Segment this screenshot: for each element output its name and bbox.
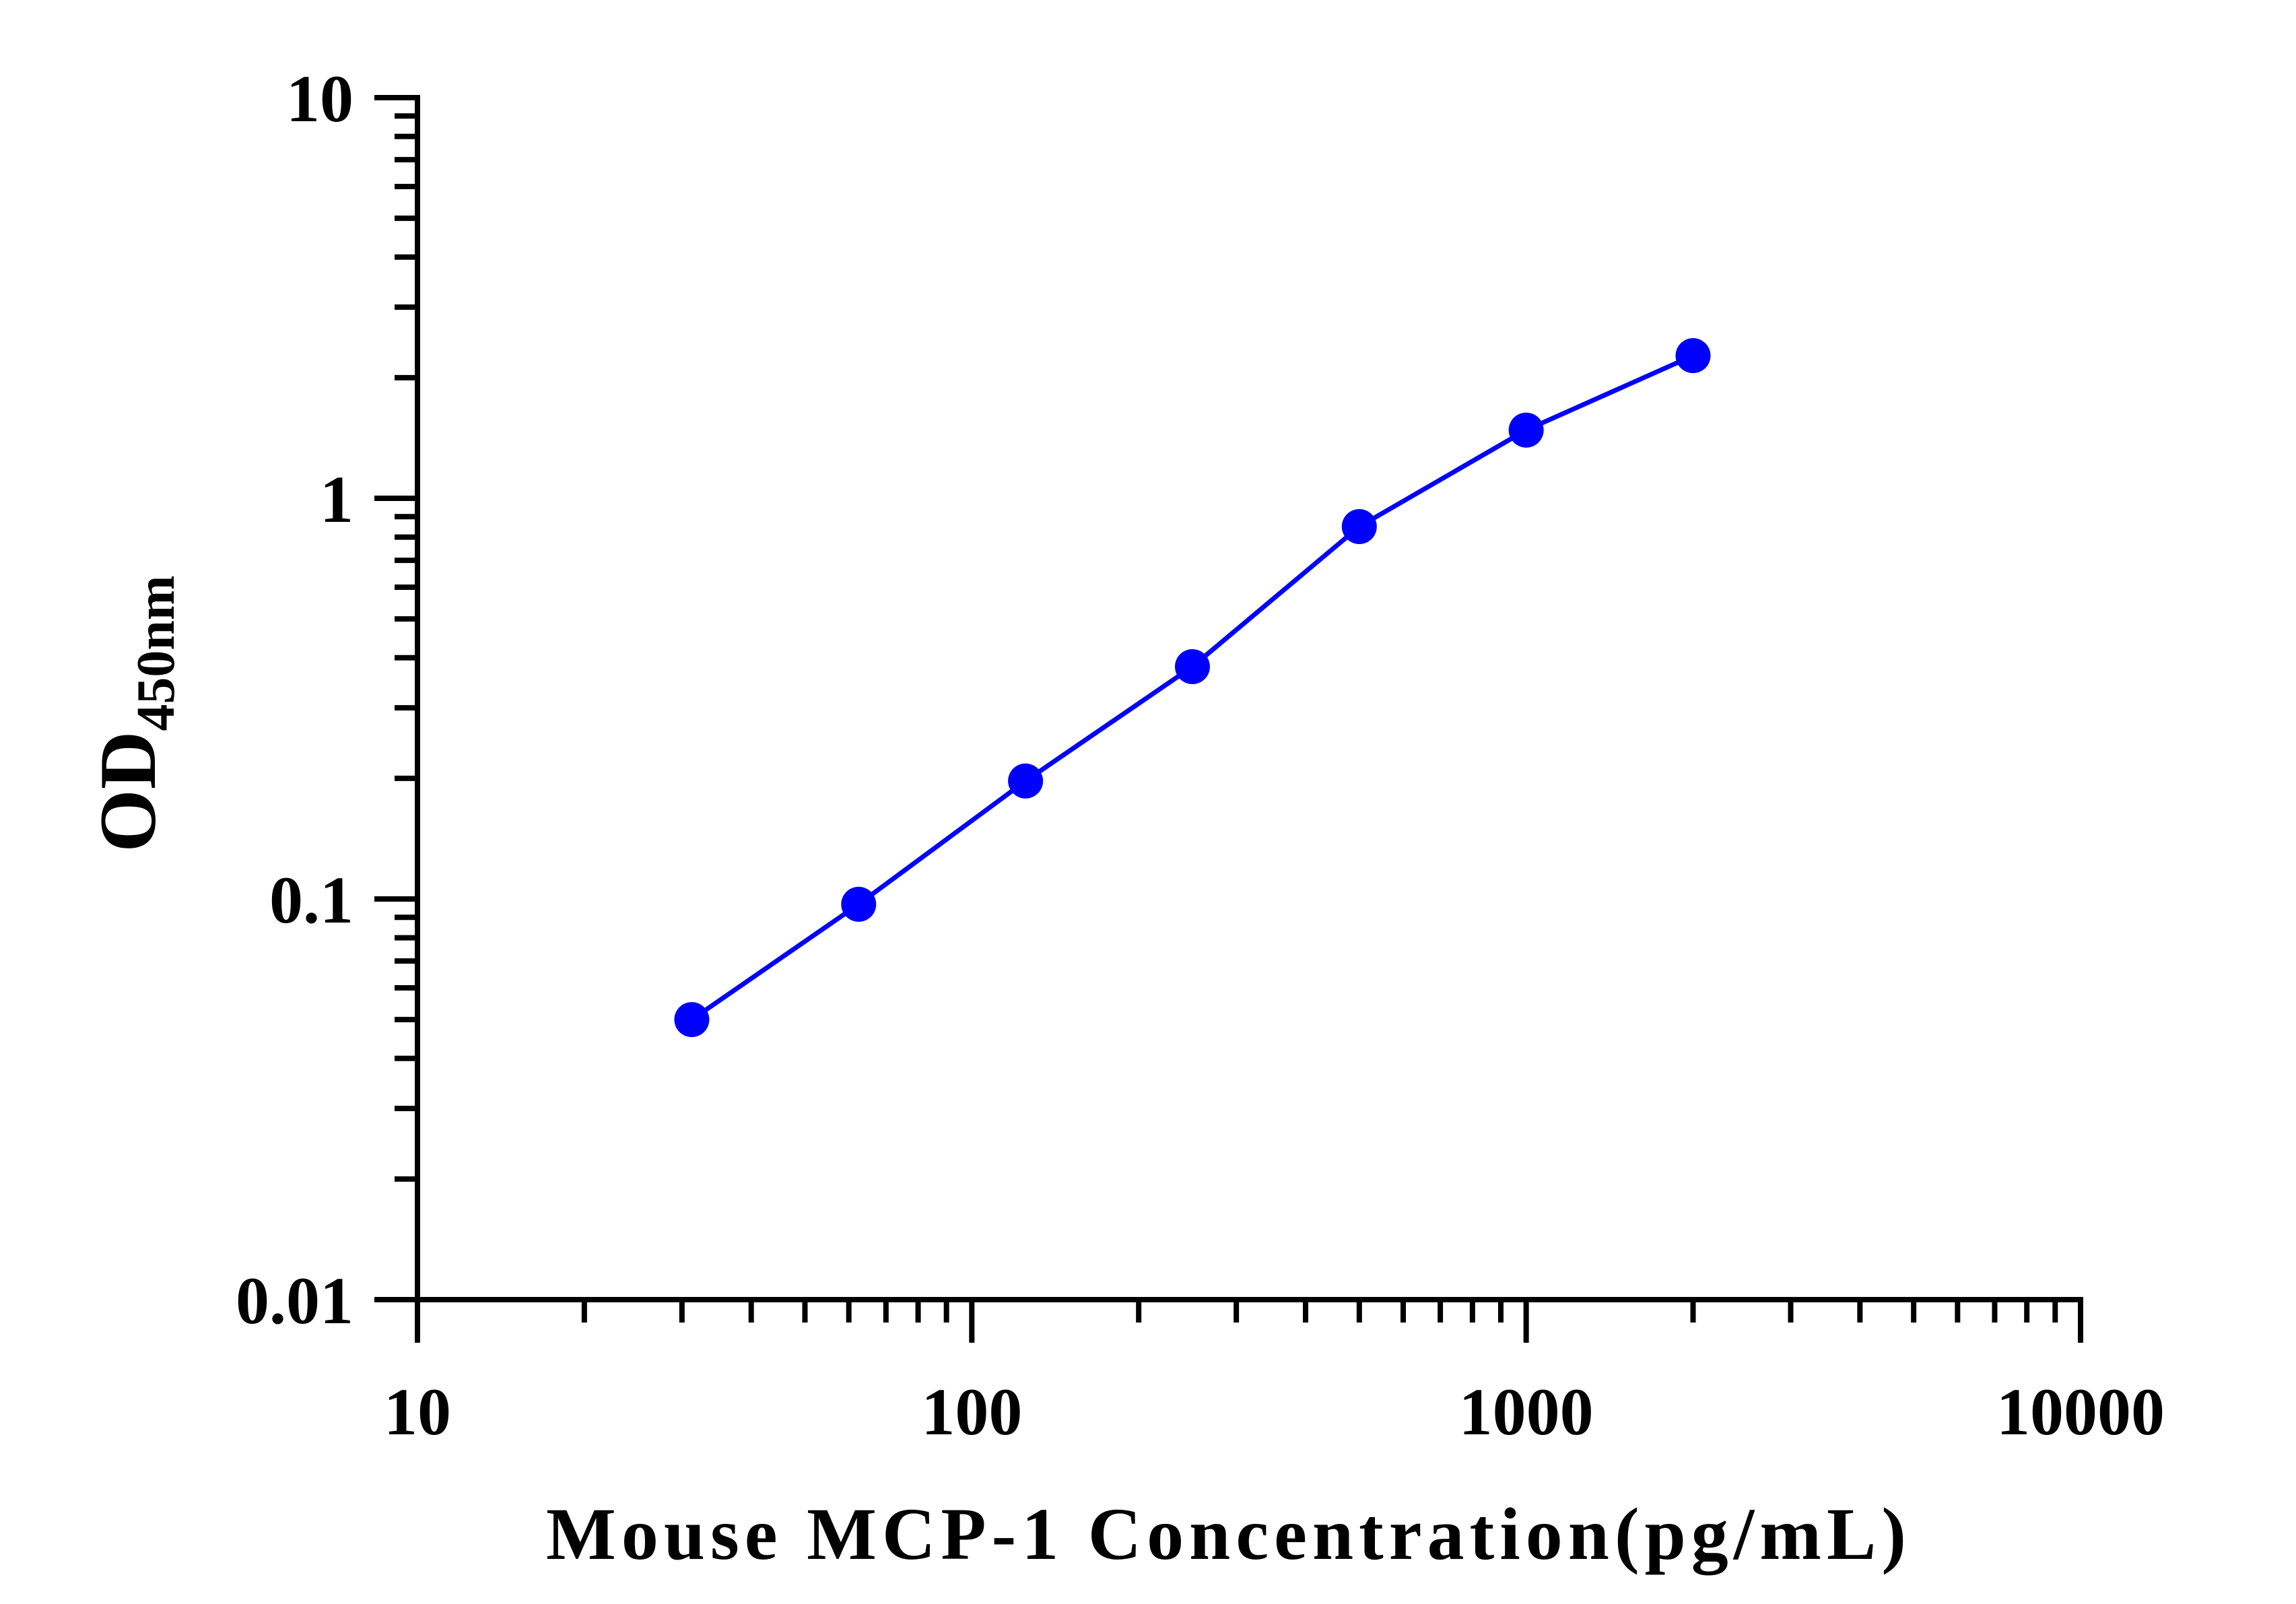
data-point [841,886,877,922]
data-point [1341,508,1377,544]
x-tick-label: 10000 [1996,1374,2165,1449]
data-point [674,1002,710,1038]
y-tick-label: 0.01 [236,1263,353,1338]
y-axis-title: OD450nm [83,575,186,852]
data-point [1008,763,1044,799]
data-point [1174,649,1210,685]
y-axis-title-main: OD [83,731,172,853]
axes: 10 100 1000 10000 0.01 0.1 1 10 [236,61,2165,1449]
x-tick-label: 100 [921,1374,1022,1449]
y-tick-label: 1 [320,462,353,537]
x-tick-label: 1000 [1459,1374,1594,1449]
y-tick-label: 0.1 [269,863,353,937]
data-point [1508,412,1544,448]
series-line [690,353,1694,1022]
y-tick-label: 10 [286,61,353,136]
data-point [1675,338,1711,374]
x-axis-title: Mouse MCP-1 Concentration(pg/mL) [546,1493,1912,1575]
y-axis-title-subscript: 450nm [127,575,186,731]
series-layer [674,338,1711,1038]
x-tick-label: 10 [384,1374,451,1449]
